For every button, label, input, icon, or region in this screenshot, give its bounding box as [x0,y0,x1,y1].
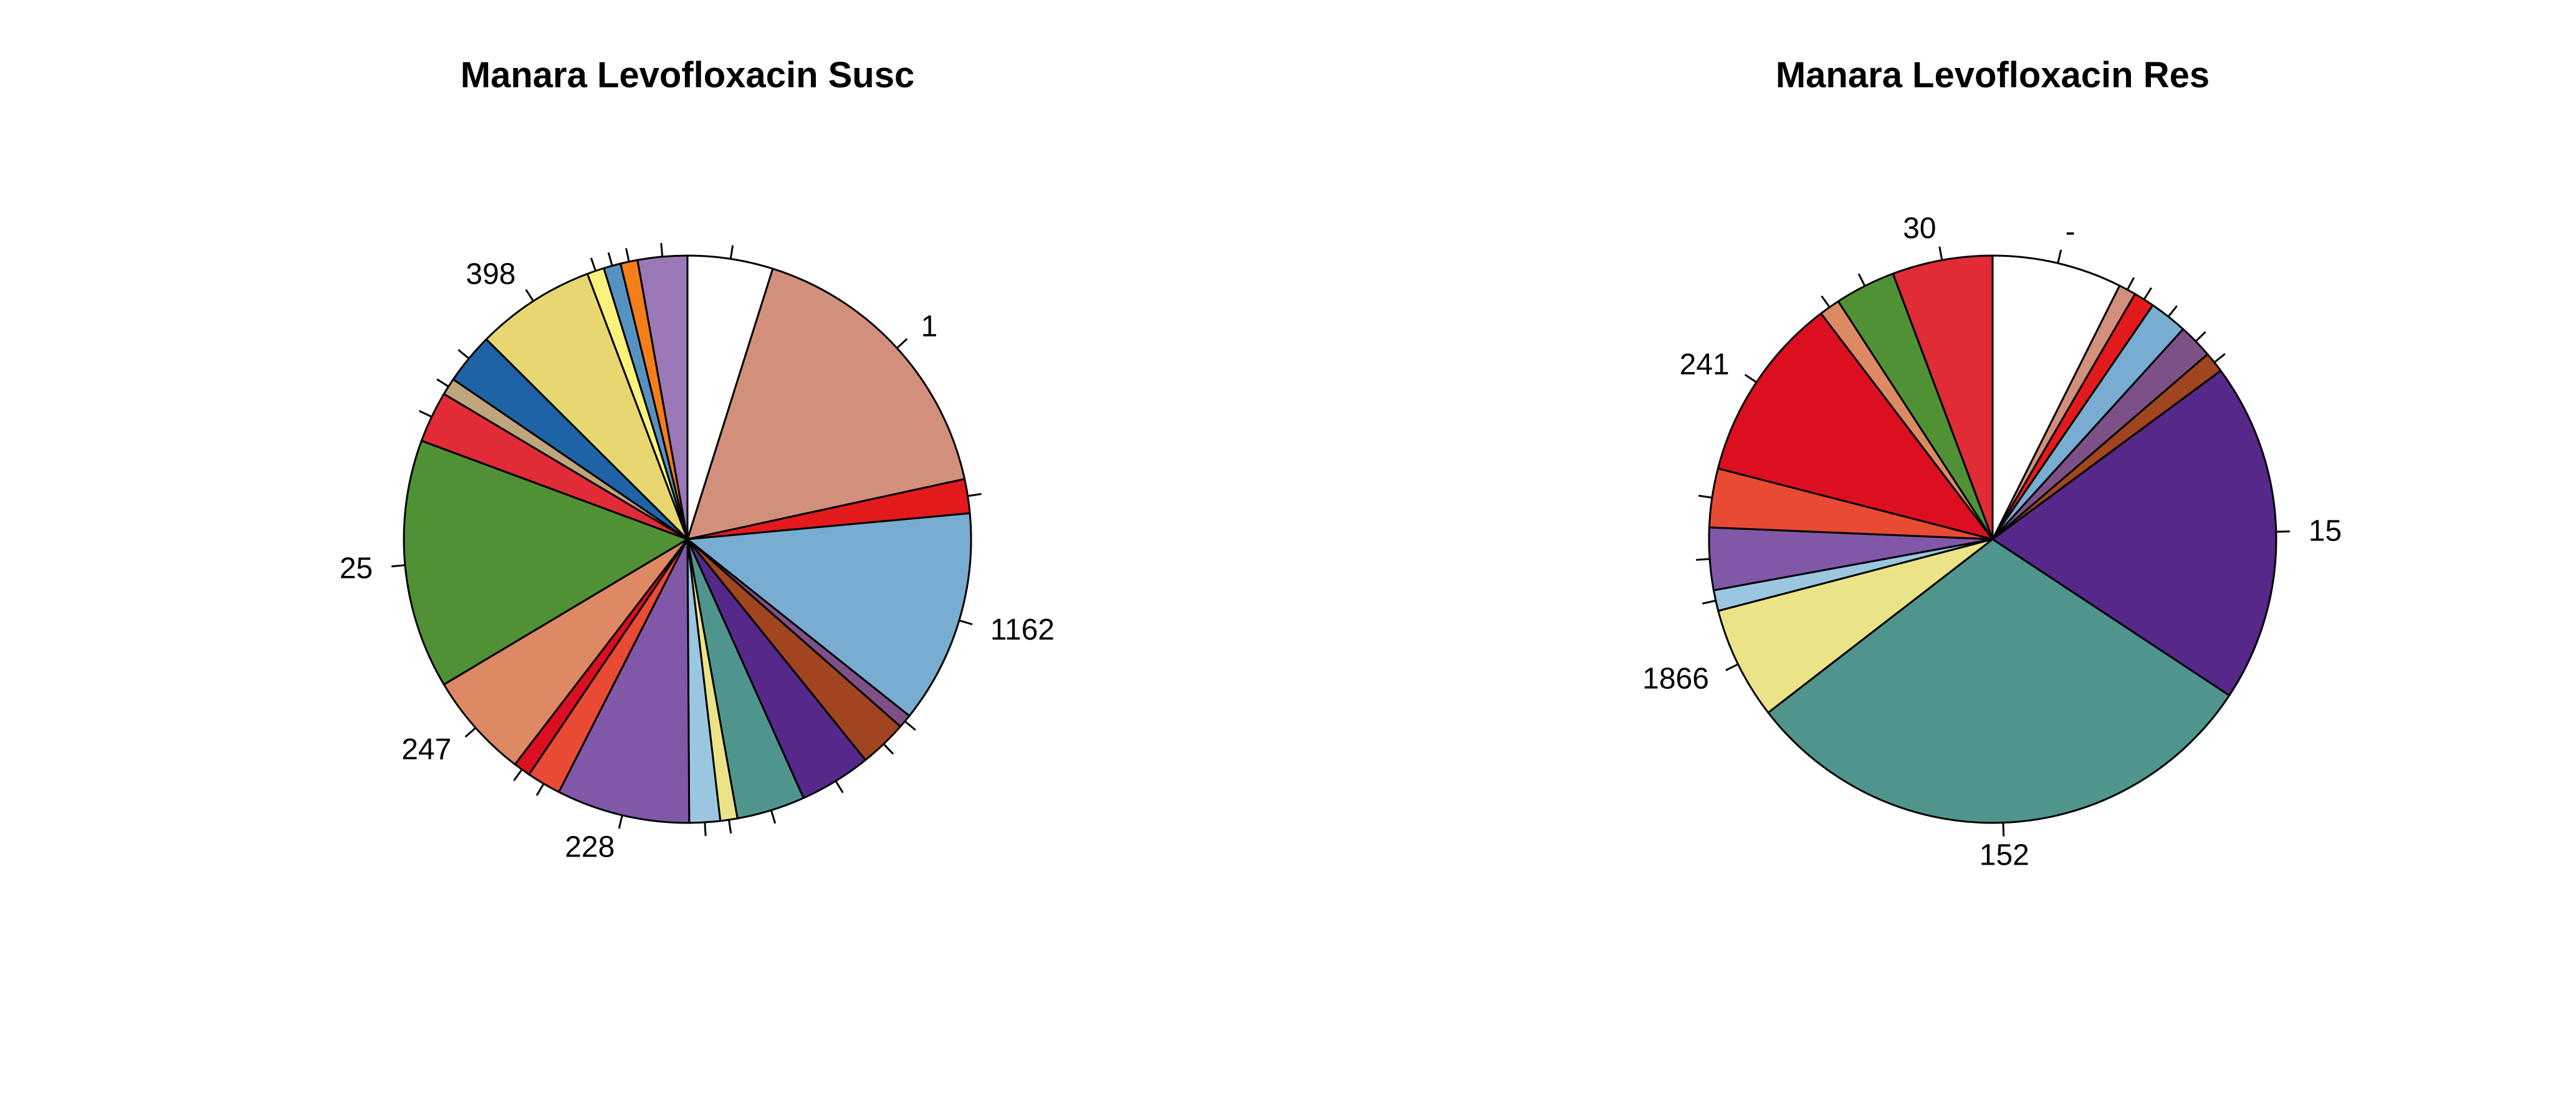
pie-label-tick [2195,331,2206,342]
pie-label-tick [770,810,777,824]
pie-slice-label: 25 [340,552,373,585]
pie-label-tick [2057,249,2062,264]
pie-labels-susc: 1 1162 228 247 25 398 [340,257,1055,863]
pie-label-tick [2143,287,2152,300]
pie-slice-label: 30 [1903,212,1936,245]
pie-slice-label: 228 [565,830,615,863]
pie-ticks-susc [391,242,982,837]
pie-label-tick [419,410,433,418]
pie-slice-label: 241 [1680,348,1730,381]
pie-label-tick [728,819,732,834]
pie-label-tick [464,727,477,738]
pie-label-tick [625,247,630,262]
pie-label-tick [2126,277,2135,290]
pie-label-tick [525,289,534,302]
pie-label-tick [883,743,894,755]
pie-label-tick [729,245,734,259]
pie-labels-res: - 15 152 1866 241 30 [1642,212,2342,872]
pie-slice [1767,538,2231,824]
pie-label-tick [2213,353,2226,363]
pie-label-tick [904,720,916,731]
pie-label-tick [2276,530,2290,533]
pie-slice [558,538,691,824]
pie-label-tick [1725,663,1739,671]
pie-chart-res: Manara Levofloxacin Res - 15 152 1866 241 30 [1642,55,2342,872]
pie-label-tick [1696,558,1710,561]
pie-slice [686,267,966,540]
pie-label-tick [1857,273,1866,287]
pie-slices-res [1708,254,2277,824]
pie-label-tick [1821,295,1831,308]
pie-slice-label: 1866 [1642,663,1709,696]
chart-title-res: Manara Levofloxacin Res [1776,55,2210,95]
pie-label-tick [436,378,449,388]
pie-label-tick [457,348,470,360]
pie-ticks-res [1696,246,2290,837]
pie-label-tick [1744,373,1757,383]
pie-slices-susc [403,254,972,824]
chart-title-susc: Manara Levofloxacin Susc [461,55,914,95]
pie-slice-label: 398 [466,257,515,290]
pie-label-tick [618,815,623,829]
pie-chart-susc: Manara Levofloxacin Susc 1 1162 228 247 25 39… [340,55,1055,863]
pie-slice-label: 152 [1980,839,2029,872]
pie-slice-label: - [2066,216,2076,249]
pie-label-tick [1938,246,1943,261]
pie-label-tick [2002,822,2005,837]
pie-slice-label: 247 [401,733,451,766]
pie-slice-label: 15 [2309,515,2342,548]
pie-slice [1991,254,2121,540]
pie-label-tick [607,252,613,266]
pie-label-tick [835,780,844,794]
pie-slice-label: 1162 [990,613,1055,646]
pie-label-tick [967,492,982,497]
pie-slice [686,512,972,717]
pie-slice [485,272,689,540]
pie-label-tick [2167,305,2178,317]
pie-label-tick [896,338,908,349]
pie-slice [636,254,689,540]
pie-slice-label: 1 [921,310,938,343]
pie-label-tick [959,619,973,625]
pie-label-tick [704,822,707,837]
pie-label-tick [391,564,406,568]
pie-label-tick [1702,600,1717,605]
pie-slice [1717,538,1994,714]
pie-label-tick [590,257,596,272]
pie-label-tick [1698,494,1713,499]
pie-label-tick [513,769,523,782]
pie-slice [403,439,689,686]
pie-label-tick [660,242,664,257]
pie-label-tick [535,783,545,796]
